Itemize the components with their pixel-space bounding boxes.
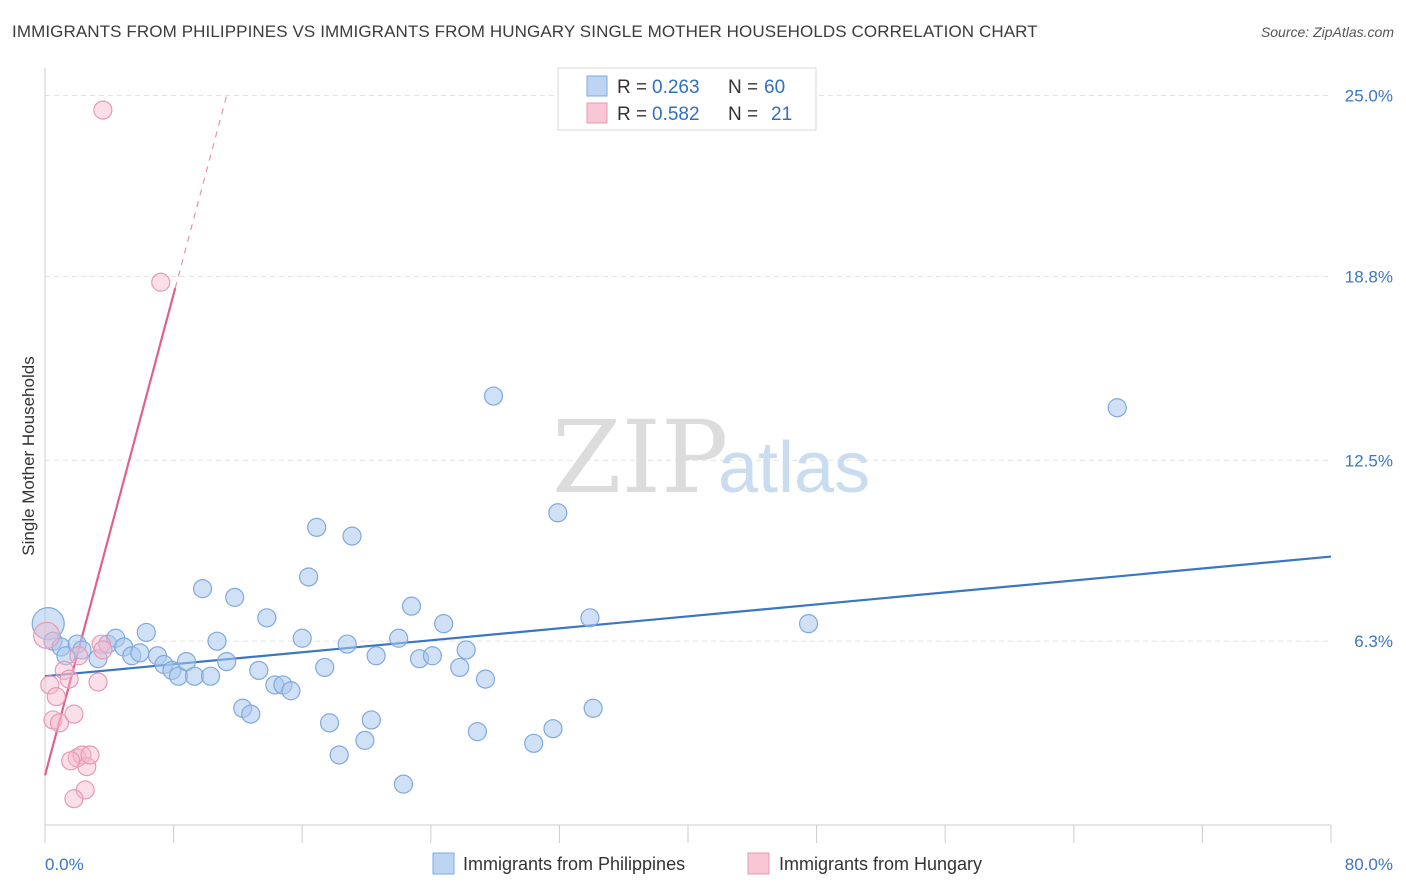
axes: [44, 68, 1332, 843]
point-philippines-42: [389, 628, 409, 648]
point-philippines-5: [72, 640, 92, 660]
point-hungary-19: [93, 100, 113, 120]
trend-line-hungary-extension: [174, 95, 228, 289]
point-philippines-44: [401, 596, 422, 616]
point-philippines-22: [217, 651, 237, 672]
point-philippines-51: [475, 669, 496, 689]
point-philippines-59: [1107, 398, 1127, 418]
series-swatch-philippines: [432, 852, 455, 875]
series-label-philippines: Immigrants from Philippines: [463, 854, 685, 874]
point-philippines-25: [241, 704, 261, 724]
legend-r-label-2: R =: [617, 104, 647, 125]
point-hungary-13: [88, 672, 108, 692]
point-philippines-34: [315, 657, 335, 678]
point-philippines-53: [524, 733, 544, 753]
point-hungary-7: [64, 704, 84, 724]
chart-title: IMMIGRANTS FROM PHILIPPINES VS IMMIGRANT…: [12, 22, 1038, 41]
point-philippines-48: [450, 657, 470, 678]
point-hungary-17: [64, 789, 84, 809]
legend-r-value-1: 0.263: [652, 77, 700, 98]
watermark-zip: ZIP: [552, 399, 728, 516]
y-axis-title: Single Mother Households: [19, 356, 38, 555]
point-philippines-36: [329, 745, 349, 765]
trend-line-hungary: [43, 287, 177, 776]
point-philippines-58: [798, 614, 819, 634]
trend-line-philippines: [44, 555, 1332, 678]
trend-lines: [43, 95, 1332, 776]
point-philippines-41: [366, 646, 386, 666]
series-legend: Immigrants from Philippines Immigrants f…: [432, 852, 982, 875]
point-philippines-43: [393, 774, 414, 794]
point-philippines-40: [361, 710, 381, 730]
point-philippines-30: [281, 681, 301, 701]
series-swatch-hungary: [747, 852, 770, 875]
point-hungary-20: [151, 272, 171, 292]
point-philippines-39: [355, 730, 375, 750]
y-tick-label-2: 18.8%: [1345, 267, 1393, 286]
point-philippines-17: [176, 651, 197, 672]
point-philippines-52: [483, 386, 504, 406]
point-philippines-37: [337, 634, 357, 654]
point-philippines-23: [225, 587, 245, 607]
x-tick-label-1: 80.0%: [1345, 855, 1393, 874]
point-hungary-18: [69, 646, 89, 666]
point-philippines-21: [207, 631, 227, 651]
y-tick-label-1: 12.5%: [1345, 451, 1393, 470]
correlation-legend: R = 0.263 N = 60 R = 0.582 N = 21: [557, 67, 817, 131]
point-hungary-3: [46, 687, 66, 707]
point-philippines-54: [543, 719, 563, 739]
y-tick-labels: 6.3% 12.5% 18.8% 25.0%: [1345, 87, 1393, 652]
legend-n-label-2: N =: [728, 104, 758, 125]
legend-swatch-hungary: [586, 102, 608, 124]
legend-r-label-1: R =: [617, 77, 647, 98]
point-hungary-5: [54, 660, 74, 680]
point-philippines-32: [299, 567, 319, 587]
point-hungary-12: [80, 745, 100, 765]
point-hungary-9: [72, 745, 92, 765]
grid-lines: [45, 95, 1331, 642]
point-hungary-1: [40, 675, 60, 695]
point-hungary-0: [33, 621, 61, 649]
x-tick-label-0: 0.0%: [45, 855, 84, 874]
point-philippines-27: [257, 608, 277, 628]
legend-n-label-1: N =: [728, 77, 758, 98]
point-hungary-4: [49, 713, 70, 733]
point-philippines-57: [583, 698, 603, 718]
point-philippines-6: [88, 649, 108, 669]
y-tick-label-3: 25.0%: [1345, 87, 1393, 106]
y-tick-label-0: 6.3%: [1354, 632, 1393, 651]
point-philippines-46: [422, 646, 443, 666]
point-philippines-12: [136, 622, 156, 643]
legend-n-value-1: 60: [764, 77, 785, 98]
source-credit: Source: ZipAtlas.com: [1260, 24, 1394, 40]
legend-r-value-2: 0.582: [652, 104, 700, 125]
point-hungary-15: [93, 640, 113, 660]
point-philippines-26: [249, 660, 269, 680]
point-philippines-55: [548, 503, 568, 523]
point-philippines-18: [184, 666, 205, 686]
data-points: [31, 100, 1127, 809]
point-philippines-49: [456, 640, 476, 660]
point-philippines-20: [200, 666, 221, 686]
point-philippines-56: [580, 608, 600, 628]
point-philippines-31: [292, 628, 312, 648]
legend-swatch-philippines: [586, 75, 608, 97]
point-hungary-16: [61, 751, 81, 771]
point-philippines-50: [467, 722, 488, 742]
legend-n-value-2: 21: [771, 104, 792, 125]
point-philippines-19: [192, 579, 213, 599]
point-philippines-11: [130, 643, 150, 663]
point-philippines-35: [319, 713, 340, 733]
x-tick-labels: 0.0% 80.0%: [45, 855, 1393, 874]
series-label-hungary: Immigrants from Hungary: [779, 854, 982, 874]
point-hungary-6: [59, 669, 79, 689]
watermark-atlas: atlas: [718, 428, 870, 508]
point-philippines-33: [307, 517, 327, 537]
point-philippines-38: [342, 526, 362, 546]
point-philippines-47: [434, 614, 454, 634]
